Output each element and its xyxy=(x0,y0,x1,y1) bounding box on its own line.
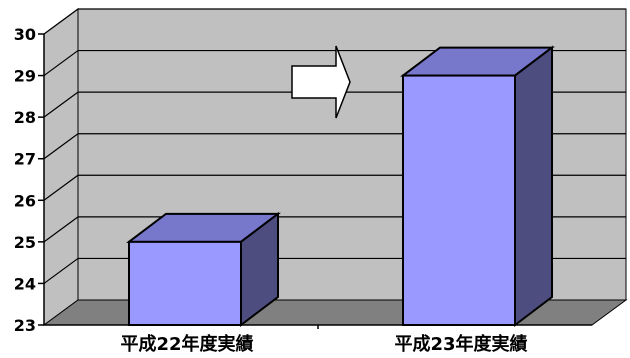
x-category-label: 平成23年度実績 xyxy=(394,333,527,355)
bar-side xyxy=(514,45,553,328)
y-tick-label: 25 xyxy=(14,233,36,252)
y-tick-label: 29 xyxy=(14,67,36,86)
y-tick-label: 26 xyxy=(14,191,36,210)
y-tick-label: 23 xyxy=(14,316,36,335)
right-arrow-icon xyxy=(291,45,351,119)
y-tick-label: 27 xyxy=(14,150,36,169)
y-tick-label: 24 xyxy=(14,274,36,293)
bar xyxy=(128,240,242,327)
y-tick-label: 30 xyxy=(14,25,36,44)
x-category-labels: 平成22年度実績 平成23年度実績 xyxy=(120,333,527,355)
bar xyxy=(402,74,516,326)
side-wall xyxy=(43,8,79,326)
bars xyxy=(126,45,555,328)
x-category-label: 平成22年度実績 xyxy=(120,333,253,355)
y-tick-label: 28 xyxy=(14,108,36,127)
y-tick-labels: 23 24 25 26 27 28 29 30 xyxy=(14,25,36,335)
gridline xyxy=(43,8,626,35)
